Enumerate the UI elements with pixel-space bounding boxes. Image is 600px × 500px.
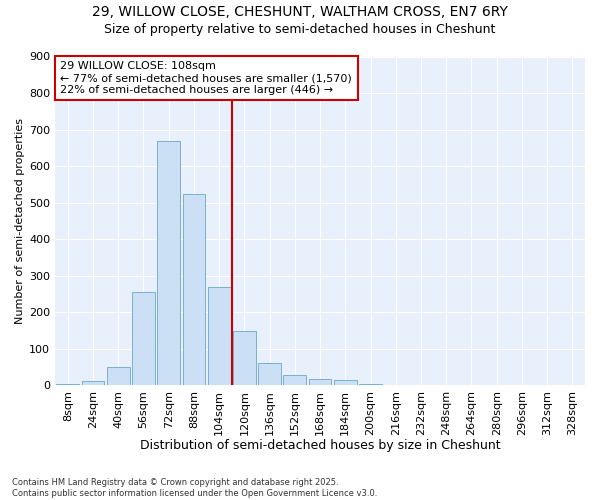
Bar	[182, 194, 205, 386]
Text: Size of property relative to semi-detached houses in Cheshunt: Size of property relative to semi-detach…	[104, 22, 496, 36]
Y-axis label: Number of semi-detached properties: Number of semi-detached properties	[15, 118, 25, 324]
Bar	[359, 384, 382, 386]
Bar	[82, 381, 104, 386]
Bar	[157, 140, 180, 386]
Bar	[309, 379, 331, 386]
Bar	[334, 380, 356, 386]
Bar	[283, 375, 306, 386]
X-axis label: Distribution of semi-detached houses by size in Cheshunt: Distribution of semi-detached houses by …	[140, 440, 500, 452]
Bar	[208, 286, 230, 386]
Bar	[107, 367, 130, 386]
Text: Contains HM Land Registry data © Crown copyright and database right 2025.
Contai: Contains HM Land Registry data © Crown c…	[12, 478, 377, 498]
Bar	[233, 330, 256, 386]
Bar	[132, 292, 155, 386]
Bar	[258, 362, 281, 386]
Bar	[56, 384, 79, 386]
Text: 29, WILLOW CLOSE, CHESHUNT, WALTHAM CROSS, EN7 6RY: 29, WILLOW CLOSE, CHESHUNT, WALTHAM CROS…	[92, 5, 508, 19]
Text: 29 WILLOW CLOSE: 108sqm
← 77% of semi-detached houses are smaller (1,570)
22% of: 29 WILLOW CLOSE: 108sqm ← 77% of semi-de…	[61, 62, 352, 94]
